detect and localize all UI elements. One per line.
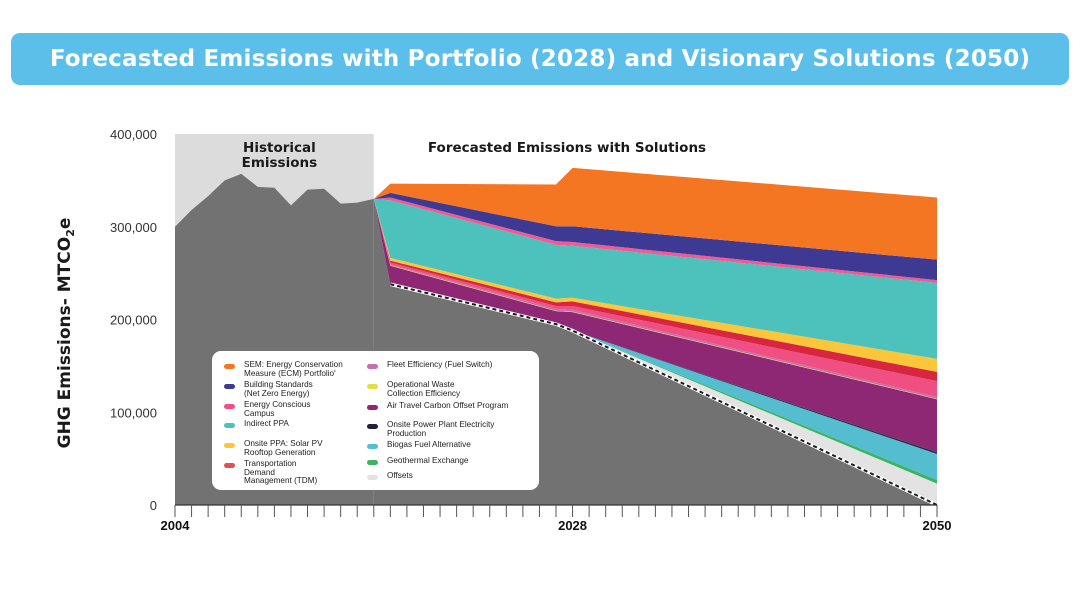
y-tick-label: 100,000 <box>110 405 157 420</box>
historical-region-label: Emissions <box>242 155 318 171</box>
legend-swatch <box>367 405 378 410</box>
legend-swatch <box>224 463 235 468</box>
legend: SEM: Energy Conservation Measure (ECM) P… <box>212 351 539 490</box>
x-tick-label: 2050 <box>923 518 952 533</box>
legend-label: Geothermal Exchange <box>387 456 469 465</box>
legend-item-right-3: Onsite Power Plant Electricity Productio… <box>367 420 495 438</box>
legend-label: Building Standards (Net Zero Energy) <box>244 380 313 398</box>
legend-label: Air Travel Carbon Offset Program <box>387 401 509 410</box>
legend-swatch <box>367 444 378 449</box>
legend-label: Transportation Demand Management (TDM) <box>244 459 318 485</box>
legend-item-left-2: Energy Conscious Campus <box>224 400 311 418</box>
y-tick-label: 200,000 <box>110 313 157 328</box>
series-area-9 <box>373 198 938 372</box>
y-tick-label: 300,000 <box>110 220 157 235</box>
legend-item-right-6: Offsets <box>367 471 413 481</box>
series-area-0 <box>373 198 938 506</box>
series-area-4 <box>373 198 938 453</box>
legend-swatch <box>367 424 378 429</box>
series-area-8 <box>373 198 938 382</box>
legend-swatch <box>224 404 235 409</box>
legend-item-left-3: Indirect PPA <box>224 419 289 429</box>
series-area-11 <box>373 197 938 283</box>
series-area-12 <box>373 192 938 281</box>
legend-label: SEM: Energy Conservation Measure (ECM) P… <box>244 360 343 378</box>
legend-label: Offsets <box>387 471 413 480</box>
legend-swatch <box>367 460 378 465</box>
legend-item-right-2: Air Travel Carbon Offset Program <box>367 401 509 411</box>
chart-title: Forecasted Emissions with Portfolio (202… <box>49 46 1031 72</box>
legend-item-left-0: SEM: Energy Conservation Measure (ECM) P… <box>224 360 343 378</box>
remaining-line <box>390 283 938 506</box>
legend-label: Operational Waste Collection Efficiency <box>387 380 461 398</box>
historical-region-label: Historical <box>243 140 316 156</box>
legend-item-left-4: Onsite PPA: Solar PV Rooftop Generation <box>224 439 323 457</box>
legend-swatch <box>367 364 378 369</box>
legend-item-right-0: Fleet Efficiency (Fuel Switch) <box>367 360 493 370</box>
legend-item-right-1: Operational Waste Collection Efficiency <box>367 380 461 398</box>
y-tick-label: 400,000 <box>110 127 157 142</box>
y-tick-label: 0 <box>150 498 157 513</box>
legend-swatch <box>224 443 235 448</box>
series-area-2 <box>373 198 938 480</box>
legend-label: Fleet Efficiency (Fuel Switch) <box>387 360 493 369</box>
legend-label: Biogas Fuel Alternative <box>387 440 471 449</box>
series-area-13 <box>373 167 938 260</box>
series-area-7 <box>373 198 938 397</box>
forecast-region-label: Forecasted Emissions with Solutions <box>428 140 706 156</box>
legend-item-left-5: Transportation Demand Management (TDM) <box>224 459 318 486</box>
legend-label: Indirect PPA <box>244 419 289 428</box>
legend-swatch <box>367 384 378 389</box>
series-area-10 <box>373 198 938 359</box>
legend-label: Onsite Power Plant Electricity Productio… <box>387 420 495 438</box>
legend-swatch <box>367 475 378 480</box>
legend-swatch <box>224 423 235 428</box>
legend-item-right-4: Biogas Fuel Alternative <box>367 440 471 450</box>
legend-label: Onsite PPA: Solar PV Rooftop Generation <box>244 439 323 457</box>
x-tick-label: 2004 <box>161 518 191 533</box>
legend-swatch <box>224 384 235 389</box>
legend-label: Energy Conscious Campus <box>244 400 311 418</box>
legend-swatch <box>224 364 235 369</box>
title-banner: Forecasted Emissions with Portfolio (202… <box>11 33 1069 85</box>
legend-item-left-1: Building Standards (Net Zero Energy) <box>224 380 313 398</box>
legend-item-right-5: Geothermal Exchange <box>367 456 469 466</box>
x-tick-label: 2028 <box>558 518 587 533</box>
